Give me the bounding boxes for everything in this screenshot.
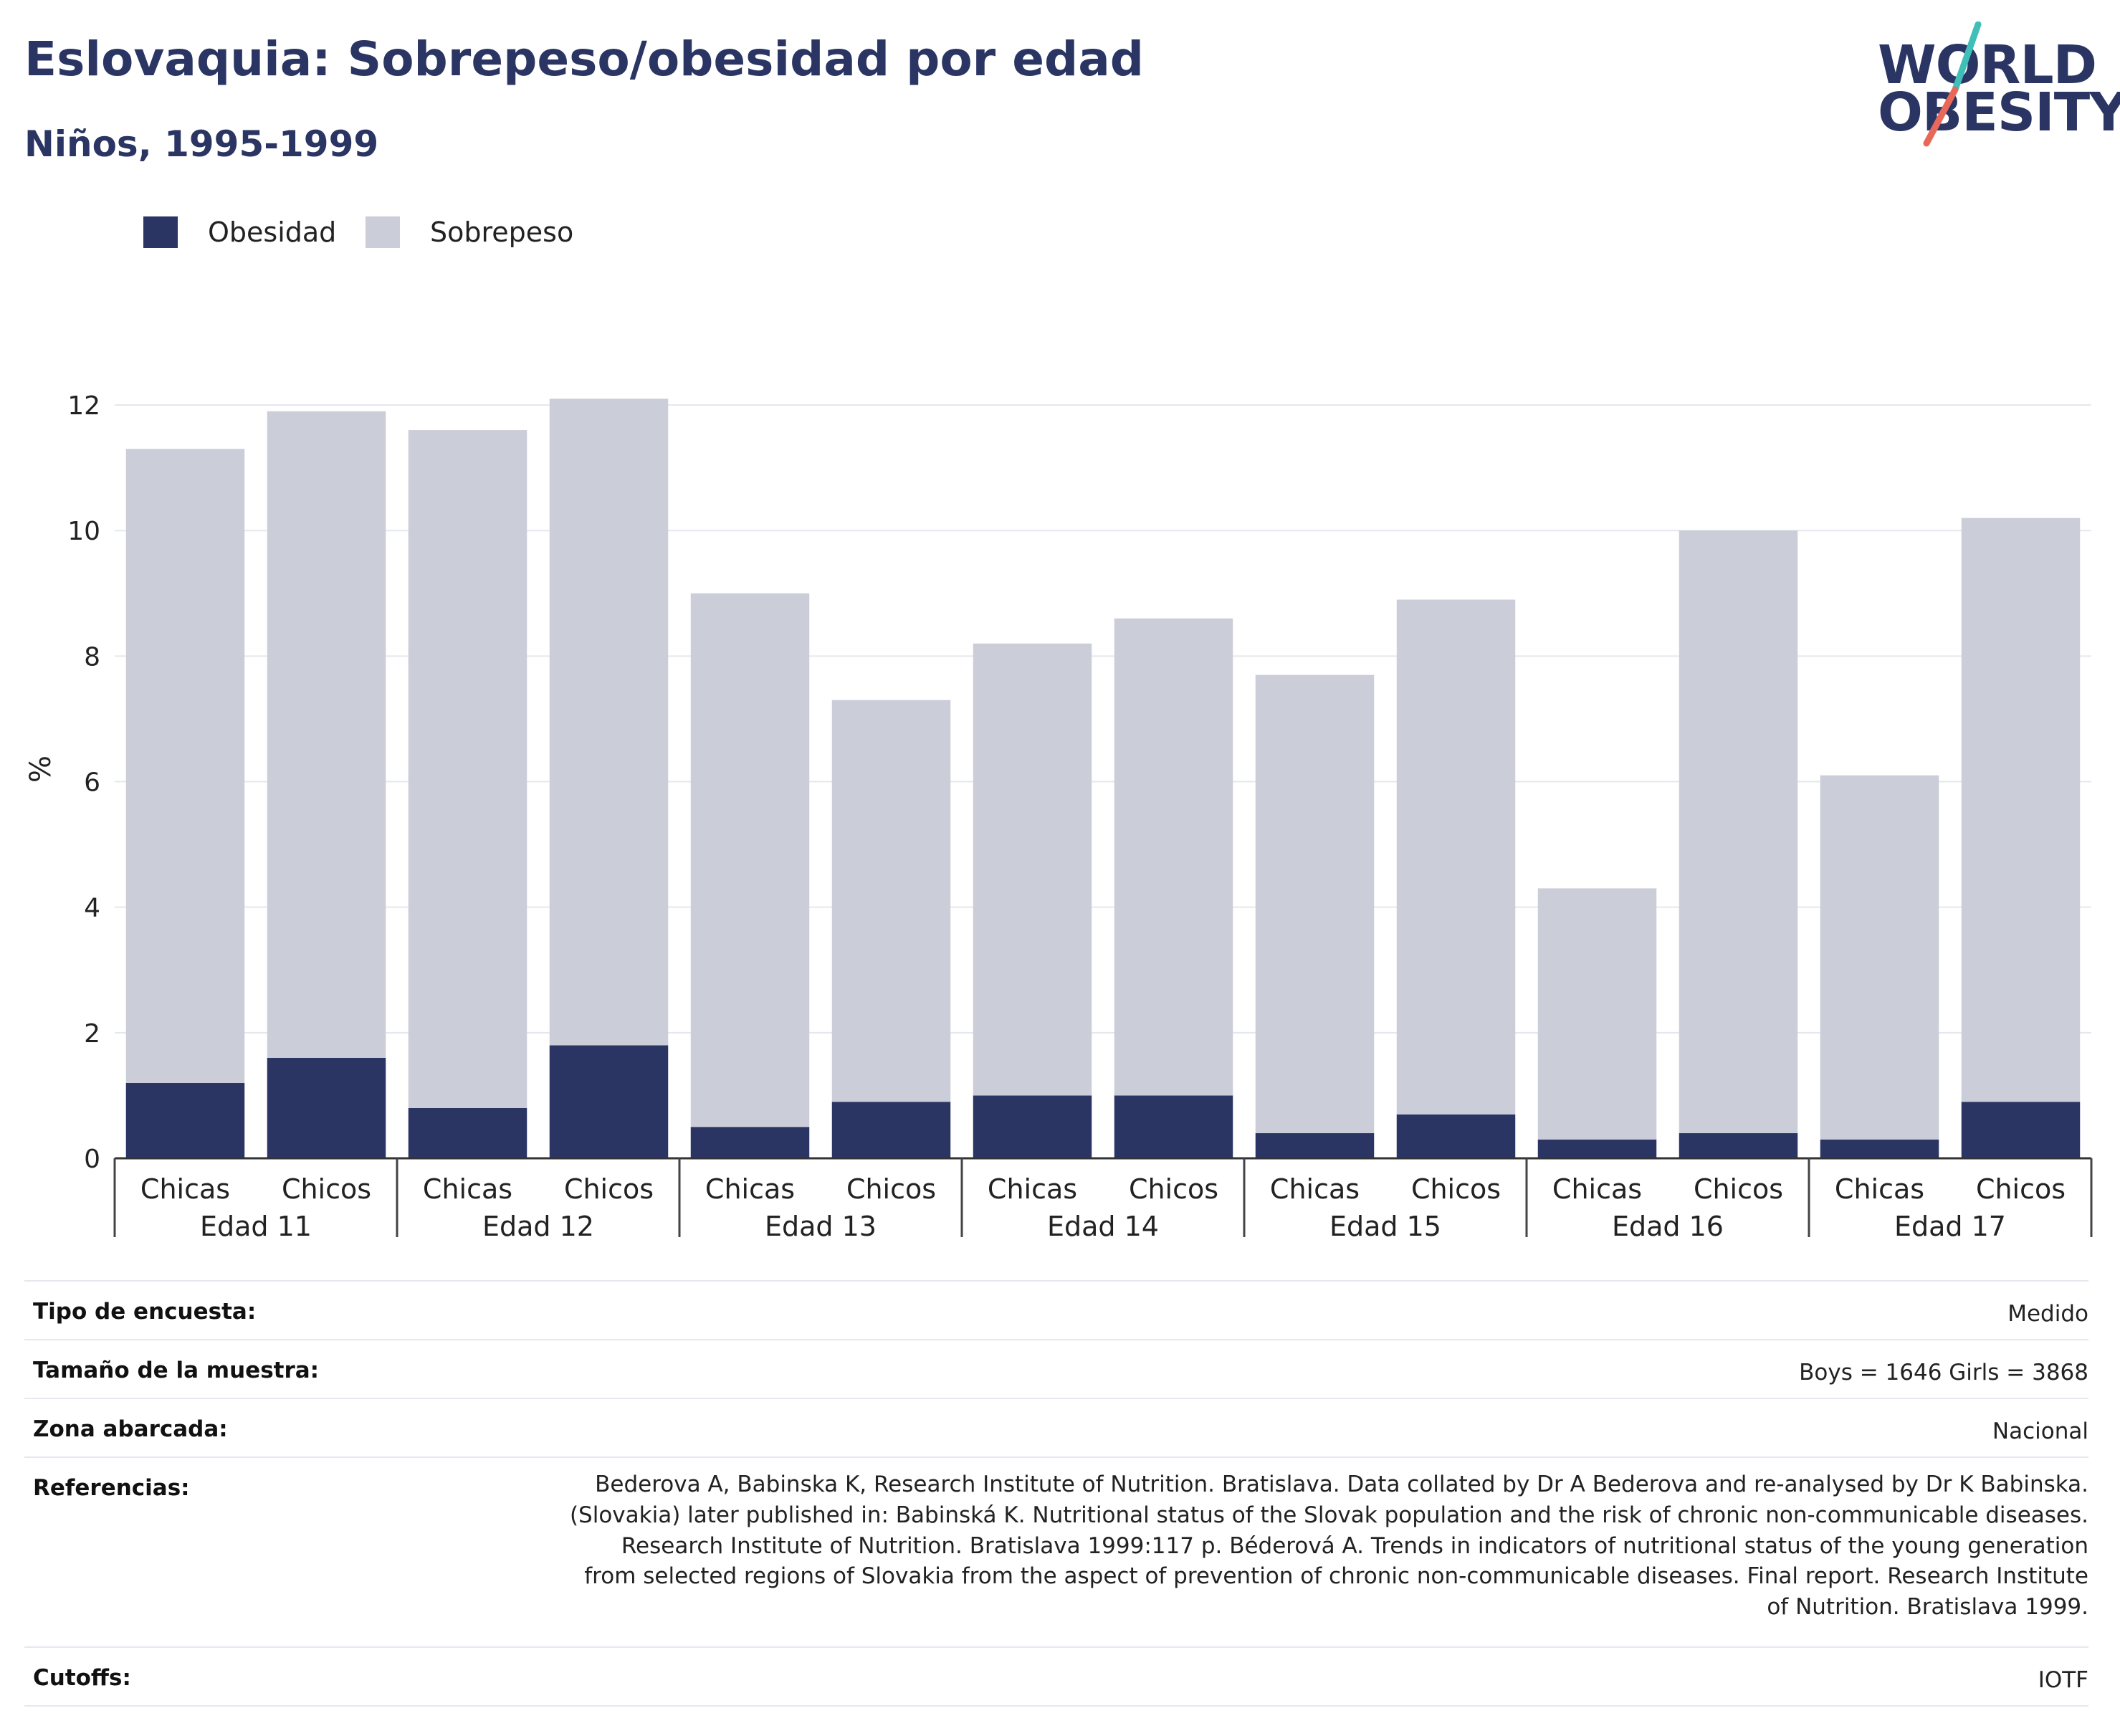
bar-sobrepeso-edad-14-chicas <box>973 643 1092 1096</box>
world-obesity-logo: WORLD OBESITY <box>1849 22 2120 151</box>
info-value: Medido <box>2007 1299 2088 1330</box>
info-label: Tipo de encuesta: <box>33 1299 257 1325</box>
bar-sobrepeso-edad-16-chicas <box>1537 888 1657 1140</box>
bar-obesidad-edad-11-chicos <box>267 1057 386 1158</box>
bar-obesidad-edad-16-chicas <box>1537 1139 1657 1158</box>
y-tick-label: 2 <box>84 1019 100 1049</box>
bar-obesidad-edad-13-chicas <box>690 1127 810 1158</box>
x-group-label: Edad 11 <box>200 1211 312 1242</box>
x-tick-label: Chicos <box>1129 1173 1218 1205</box>
y-axis-label: % <box>24 755 57 783</box>
legend-label-sobrepeso: Sobrepeso <box>430 216 574 248</box>
info-value-line: from selected regions of Slovakia from t… <box>584 1563 2088 1590</box>
y-tick-label: 0 <box>84 1145 100 1174</box>
bar-obesidad-edad-12-chicos <box>549 1045 669 1158</box>
legend-swatch-obesidad <box>143 216 178 248</box>
logo-slash-icon <box>1923 22 1982 147</box>
info-row: Cutoffs: IOTF <box>24 1646 2088 1707</box>
info-label: Zona abarcada: <box>33 1416 228 1442</box>
info-label: Cutoffs: <box>33 1665 131 1691</box>
x-group-label: Edad 16 <box>1612 1211 1724 1242</box>
chart-subtitle: Niños, 1995-1999 <box>24 123 379 165</box>
x-tick-label: Chicas <box>705 1173 795 1205</box>
bar-sobrepeso-edad-13-chicas <box>690 593 810 1127</box>
bar-sobrepeso-edad-17-chicos <box>1961 518 2081 1102</box>
legend-swatch-sobrepeso <box>366 216 400 248</box>
info-row: Zona abarcada: Nacional <box>24 1398 2088 1458</box>
x-group-label: Edad 17 <box>1894 1211 2006 1242</box>
legend-label-obesidad: Obesidad <box>208 216 337 248</box>
info-row: Referencias: Bederova A, Babinska K, Rese… <box>24 1456 2088 1648</box>
x-tick-label: Chicos <box>1411 1173 1501 1205</box>
bar-sobrepeso-edad-15-chicas <box>1255 674 1375 1133</box>
y-tick-label: 12 <box>67 391 100 421</box>
info-value: Boys = 1646 Girls = 3868 <box>1799 1358 2088 1388</box>
x-tick-label: Chicas <box>140 1173 230 1205</box>
bar-sobrepeso-edad-14-chicos <box>1114 618 1233 1096</box>
info-row: Tipo de encuesta: Medido <box>24 1280 2088 1340</box>
bar-obesidad-edad-11-chicas <box>125 1082 245 1158</box>
y-tick-label: 4 <box>84 894 100 923</box>
info-value-line: Research Institute of Nutrition. Bratisl… <box>621 1532 2088 1559</box>
bar-obesidad-edad-15-chicas <box>1255 1132 1375 1158</box>
x-tick-label: Chicos <box>282 1173 371 1205</box>
logo-line-1: WORLD <box>1878 34 2097 96</box>
info-bottom-border <box>24 1705 2088 1707</box>
bar-obesidad-edad-17-chicos <box>1961 1102 2081 1158</box>
x-group-label: Edad 14 <box>1047 1211 1159 1242</box>
info-value: Nacional <box>1992 1416 2088 1447</box>
bar-sobrepeso-edad-17-chicas <box>1820 775 1939 1140</box>
x-group-label: Edad 12 <box>482 1211 594 1242</box>
info-value-line: Bederova A, Babinska K, Research Institu… <box>595 1472 2088 1497</box>
bar-sobrepeso-edad-12-chicas <box>408 430 527 1108</box>
bar-obesidad-edad-16-chicos <box>1679 1132 1798 1158</box>
x-tick-label: Chicos <box>564 1173 654 1205</box>
info-value-line: Nacional <box>1992 1418 2088 1444</box>
y-tick-label: 8 <box>84 642 100 672</box>
x-tick-label: Chicas <box>1270 1173 1360 1205</box>
x-tick-label: Chicas <box>1552 1173 1642 1205</box>
info-value-line: Medido <box>2007 1301 2088 1327</box>
bar-obesidad-edad-12-chicas <box>408 1107 527 1158</box>
info-value-line: Boys = 1646 Girls = 3868 <box>1799 1360 2088 1386</box>
chart-title: Eslovaquia: Sobrepeso/obesidad por edad <box>24 32 1144 87</box>
x-tick-label: Chicas <box>1835 1173 1924 1205</box>
x-tick-label: Chicos <box>846 1173 936 1205</box>
x-tick-label: Chicas <box>423 1173 512 1205</box>
bar-sobrepeso-edad-11-chicos <box>267 411 386 1058</box>
bar-sobrepeso-edad-13-chicos <box>831 700 951 1102</box>
x-tick-label: Chicas <box>988 1173 1077 1205</box>
bar-obesidad-edad-13-chicos <box>831 1102 951 1158</box>
info-value: IOTF <box>2038 1665 2088 1696</box>
bar-sobrepeso-edad-12-chicos <box>549 399 669 1046</box>
x-tick-label: Chicos <box>1694 1173 1783 1205</box>
info-label: Tamaño de la muestra: <box>33 1358 320 1383</box>
info-value-line: (Slovakia) later published in: Babinská … <box>569 1502 2088 1528</box>
y-tick-label: 6 <box>84 768 100 798</box>
bar-sobrepeso-edad-15-chicos <box>1396 599 1516 1115</box>
x-group-label: Edad 13 <box>765 1211 877 1242</box>
info-value-line: IOTF <box>2038 1667 2088 1693</box>
bar-obesidad-edad-17-chicas <box>1820 1139 1939 1158</box>
x-tick-label: Chicos <box>1976 1173 2066 1205</box>
bar-obesidad-edad-14-chicas <box>973 1095 1092 1158</box>
x-group-label: Edad 15 <box>1329 1211 1441 1242</box>
info-row: Tamaño de la muestra: Boys = 1646 Girls =… <box>24 1339 2088 1399</box>
y-tick-label: 10 <box>67 517 100 546</box>
info-value-line: of Nutrition. Bratislava 1999. <box>1767 1594 2088 1621</box>
bar-obesidad-edad-15-chicos <box>1396 1114 1516 1158</box>
bar-sobrepeso-edad-11-chicas <box>125 449 245 1083</box>
info-label: Referencias: <box>33 1475 190 1501</box>
bar-sobrepeso-edad-16-chicos <box>1679 530 1798 1133</box>
bar-obesidad-edad-14-chicos <box>1114 1095 1233 1158</box>
stacked-bar-chart: 0 2 4 6 8 10 12% Chicas Chicos Chicas Chicos Chicas… <box>24 391 2093 1242</box>
info-value: Bederova A, Babinska K, Research Institu… <box>570 1469 2088 1623</box>
logo-line-2: OBESITY <box>1878 82 2120 143</box>
